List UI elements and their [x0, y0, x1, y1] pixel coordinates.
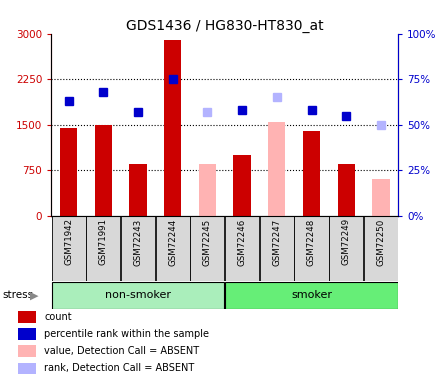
- Text: GSM72246: GSM72246: [238, 218, 247, 266]
- Bar: [338, 164, 355, 216]
- Text: GSM72247: GSM72247: [272, 218, 281, 266]
- Text: value, Detection Call = ABSENT: value, Detection Call = ABSENT: [44, 346, 200, 356]
- Bar: [60, 128, 77, 216]
- Bar: [268, 122, 286, 216]
- Text: GSM72248: GSM72248: [307, 218, 316, 266]
- Bar: [198, 164, 216, 216]
- Text: non-smoker: non-smoker: [105, 290, 171, 300]
- Bar: [234, 155, 251, 216]
- Text: stress: stress: [2, 290, 33, 300]
- Bar: [18, 363, 36, 374]
- Bar: [364, 216, 398, 281]
- Bar: [260, 216, 294, 281]
- Bar: [18, 345, 36, 357]
- Bar: [95, 125, 112, 216]
- Text: smoker: smoker: [291, 290, 332, 300]
- Text: ▶: ▶: [30, 290, 39, 300]
- Text: GSM71991: GSM71991: [99, 218, 108, 265]
- Bar: [156, 216, 190, 281]
- Bar: [295, 216, 328, 281]
- Text: GSM71942: GSM71942: [64, 218, 73, 266]
- Bar: [18, 328, 36, 340]
- Bar: [303, 131, 320, 216]
- Bar: [372, 179, 390, 216]
- Text: GSM72244: GSM72244: [168, 218, 177, 266]
- Text: rank, Detection Call = ABSENT: rank, Detection Call = ABSENT: [44, 363, 195, 374]
- Text: GSM72250: GSM72250: [376, 218, 385, 266]
- Bar: [121, 216, 155, 281]
- Bar: [52, 216, 85, 281]
- Title: GDS1436 / HG830-HT830_at: GDS1436 / HG830-HT830_at: [126, 19, 324, 33]
- Bar: [18, 311, 36, 323]
- Bar: [190, 216, 224, 281]
- Bar: [225, 282, 398, 309]
- Bar: [129, 164, 147, 216]
- Bar: [225, 216, 259, 281]
- Bar: [329, 216, 363, 281]
- Bar: [52, 282, 224, 309]
- Text: GSM72243: GSM72243: [134, 218, 142, 266]
- Text: count: count: [44, 312, 72, 322]
- Text: GSM72245: GSM72245: [203, 218, 212, 266]
- Bar: [86, 216, 120, 281]
- Bar: [164, 40, 182, 216]
- Text: GSM72249: GSM72249: [342, 218, 351, 266]
- Text: percentile rank within the sample: percentile rank within the sample: [44, 329, 210, 339]
